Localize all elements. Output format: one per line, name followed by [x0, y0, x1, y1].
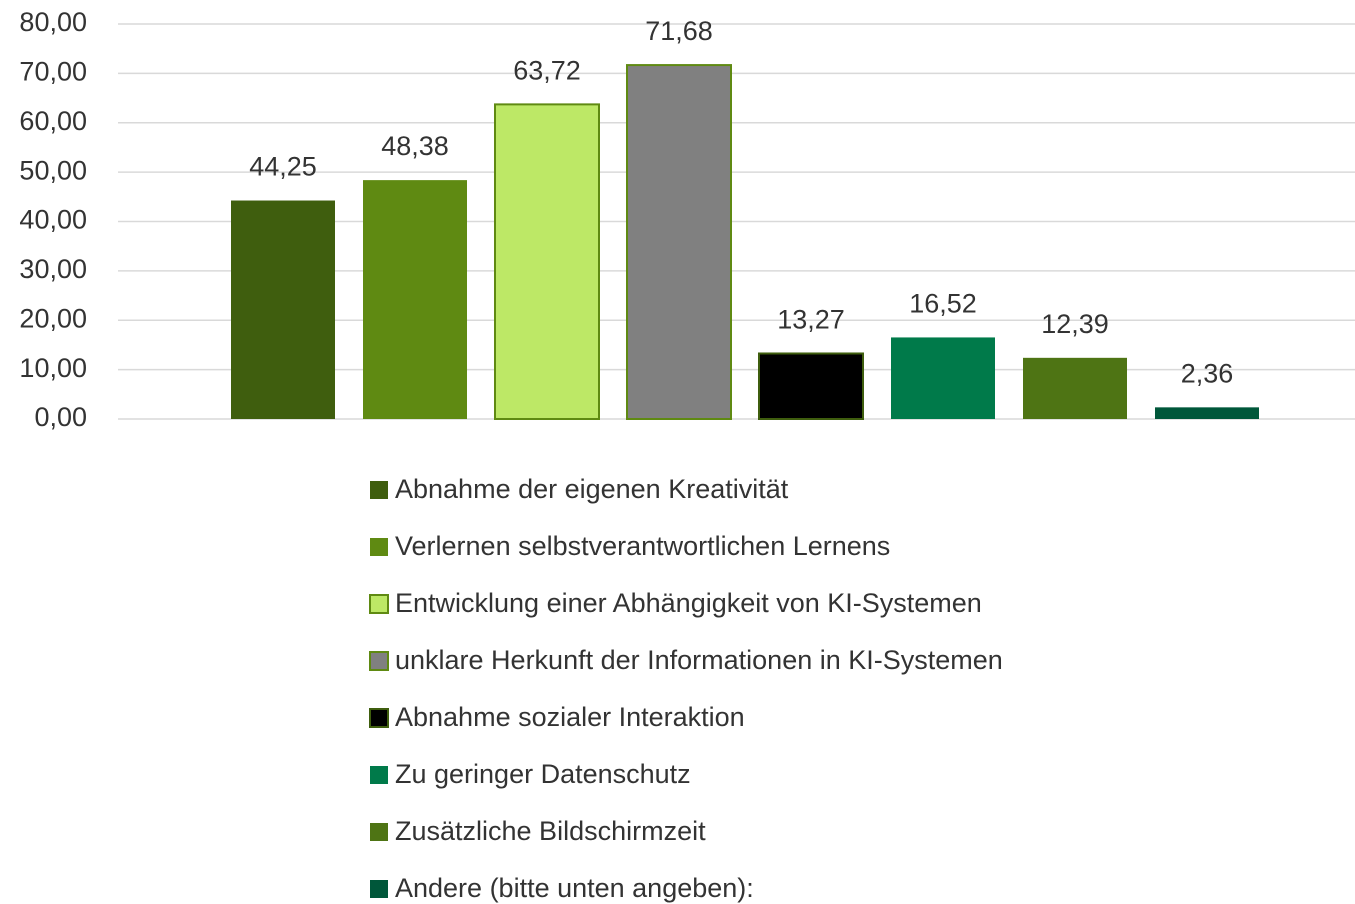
data-label: 48,38 [381, 131, 449, 161]
legend-label: Abnahme der eigenen Kreativität [395, 474, 789, 504]
legend-swatch [370, 538, 388, 556]
bar [891, 337, 995, 419]
y-tick-label: 60,00 [19, 106, 87, 136]
y-tick-label: 40,00 [19, 205, 87, 235]
legend-swatch [370, 880, 388, 898]
legend-label: Entwicklung einer Abhängigkeit von KI-Sy… [395, 588, 982, 618]
legend-swatch [369, 708, 389, 728]
y-tick-label: 80,00 [19, 7, 87, 37]
data-label: 12,39 [1041, 309, 1109, 339]
y-tick-label: 20,00 [19, 303, 87, 333]
bar [758, 352, 864, 420]
bar [1023, 357, 1127, 419]
y-tick-label: 10,00 [19, 353, 87, 383]
bar [494, 103, 600, 420]
bar [363, 180, 467, 419]
legend-swatch [370, 823, 388, 841]
data-label: 44,25 [249, 152, 317, 182]
legend-swatch [369, 594, 389, 614]
data-label: 63,72 [513, 56, 581, 86]
legend-swatch [370, 766, 388, 784]
legend-label: unklare Herkunft der Informationen in KI… [395, 645, 1003, 675]
y-tick-label: 50,00 [19, 155, 87, 185]
y-tick-label: 70,00 [19, 57, 87, 87]
legend-label: Zusätzliche Bildschirmzeit [395, 816, 706, 846]
bar [231, 200, 335, 419]
legend-label: Abnahme sozialer Interaktion [395, 702, 745, 732]
legend-swatch [370, 481, 388, 499]
legend-label: Zu geringer Datenschutz [395, 759, 691, 789]
data-label: 71,68 [645, 16, 713, 46]
legend-label: Andere (bitte unten angeben): [395, 873, 754, 903]
legend-swatch [369, 651, 389, 671]
data-label: 16,52 [909, 289, 977, 319]
legend-label: Verlernen selbstverantwortlichen Lernens [395, 531, 890, 561]
bar [626, 64, 732, 421]
data-label: 13,27 [777, 305, 845, 335]
y-tick-label: 0,00 [34, 402, 87, 432]
bar [1155, 407, 1259, 419]
data-label: 2,36 [1181, 358, 1234, 388]
y-tick-label: 30,00 [19, 254, 87, 284]
